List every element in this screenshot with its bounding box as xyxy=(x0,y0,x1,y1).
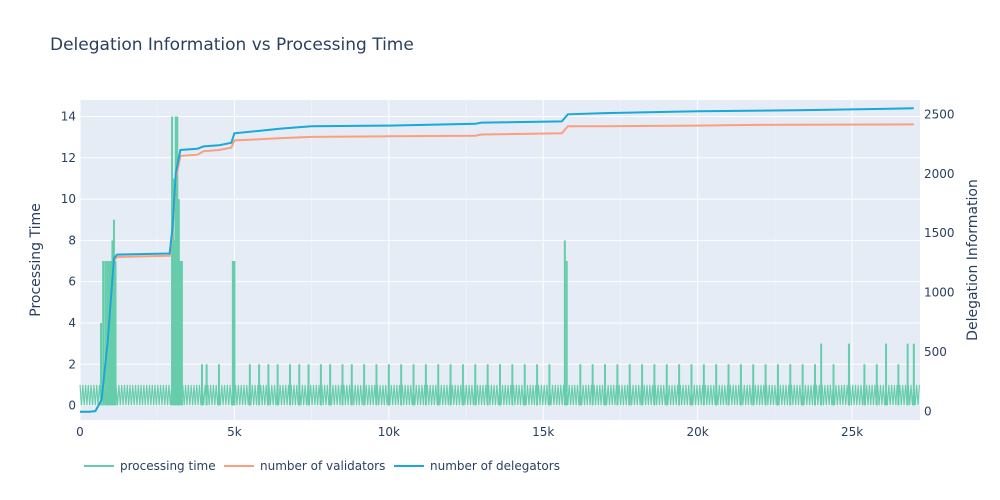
y2-tick-label: 0 xyxy=(924,405,932,419)
chart-title: Delegation Information vs Processing Tim… xyxy=(50,35,414,55)
x-tick-label: 5k xyxy=(227,425,242,439)
y-tick-label: 12 xyxy=(61,151,76,165)
x-tick-label: 10k xyxy=(378,425,400,439)
x-tick-label: 25k xyxy=(841,425,863,439)
y2-tick-label: 1500 xyxy=(924,226,955,240)
delegators-series-line xyxy=(80,107,914,413)
y-axis-ticks: 0 2 4 6 8 10 12 14 xyxy=(61,110,76,413)
y2-axis-title: Delegation Information xyxy=(965,179,981,341)
legend-label: number of validators xyxy=(260,459,385,473)
y2-tick-label: 500 xyxy=(924,345,947,359)
y2-axis-ticks: 0 500 1000 1500 2000 2500 xyxy=(924,107,955,418)
x-tick-label: 20k xyxy=(687,425,709,439)
y-tick-label: 10 xyxy=(61,192,76,206)
y-tick-label: 4 xyxy=(68,316,76,330)
series-layer xyxy=(79,107,920,413)
legend-label: number of delegators xyxy=(430,459,560,473)
x-axis-ticks: 0 5k 10k 15k 20k 25k xyxy=(76,425,863,439)
y-tick-label: 8 xyxy=(68,233,76,247)
y2-tick-label: 2500 xyxy=(924,107,955,121)
y-tick-label: 2 xyxy=(68,357,76,371)
y2-tick-label: 1000 xyxy=(924,286,955,300)
y-tick-label: 0 xyxy=(68,399,76,413)
y2-tick-label: 2000 xyxy=(924,167,955,181)
x-tick-label: 0 xyxy=(76,425,84,439)
y-axis-title: Processing Time xyxy=(28,203,44,316)
legend: processing time number of validators numbe… xyxy=(84,459,560,473)
grid xyxy=(79,100,920,420)
y-tick-label: 6 xyxy=(68,275,76,289)
legend-label: processing time xyxy=(120,459,216,473)
y-tick-label: 14 xyxy=(61,110,76,124)
x-tick-label: 15k xyxy=(532,425,554,439)
